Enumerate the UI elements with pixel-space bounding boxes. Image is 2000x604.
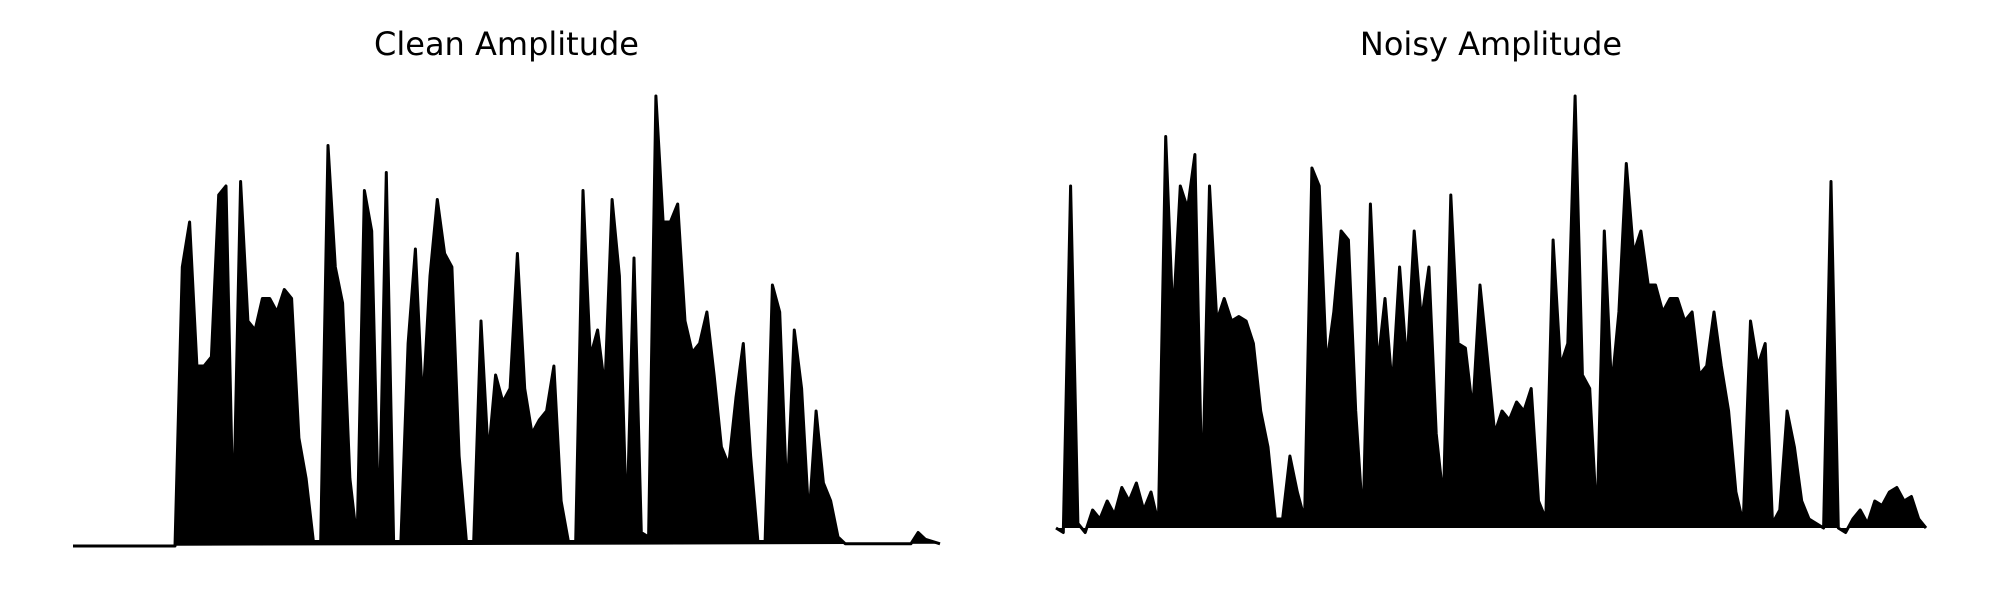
amplitude-area <box>73 94 941 548</box>
chart-title: Clean Amplitude <box>374 25 639 63</box>
amplitude-area <box>1055 94 1928 534</box>
chart-title: Noisy Amplitude <box>1360 25 1622 63</box>
